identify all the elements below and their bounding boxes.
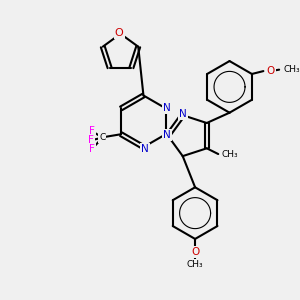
Text: F: F bbox=[89, 126, 95, 136]
Text: O: O bbox=[191, 247, 199, 257]
Text: CH₃: CH₃ bbox=[284, 65, 300, 74]
Text: O: O bbox=[266, 66, 275, 76]
Text: N: N bbox=[179, 109, 187, 119]
Text: F: F bbox=[88, 135, 94, 145]
Text: N: N bbox=[164, 130, 171, 140]
Text: F: F bbox=[89, 144, 95, 154]
Text: CH₃: CH₃ bbox=[187, 260, 203, 269]
Text: N: N bbox=[164, 103, 171, 113]
Text: O: O bbox=[115, 28, 123, 38]
Text: N: N bbox=[141, 144, 149, 154]
Text: C: C bbox=[99, 133, 106, 142]
Text: CH₃: CH₃ bbox=[221, 149, 238, 158]
